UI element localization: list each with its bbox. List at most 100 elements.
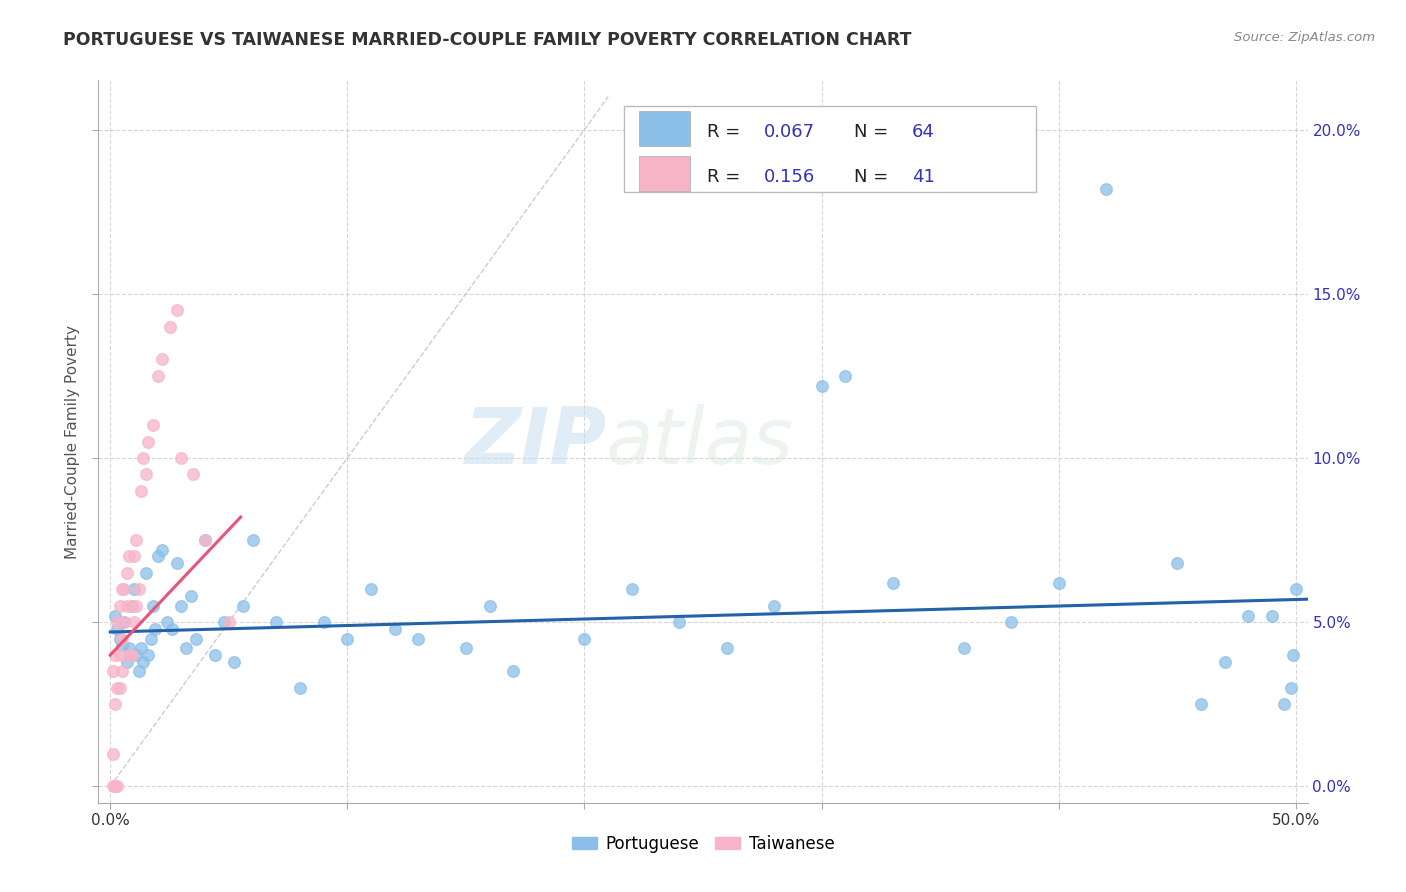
Point: [122, 615, 145, 630]
Point: [101, 665, 124, 679]
Point: [194, 533, 217, 547]
Text: PORTUGUESE VS TAIWANESE MARRIED-COUPLE FAMILY POVERTY CORRELATION CHART: PORTUGUESE VS TAIWANESE MARRIED-COUPLE F…: [63, 31, 911, 49]
Point: [194, 533, 217, 547]
Point: [716, 641, 738, 656]
Point: [882, 575, 904, 590]
Point: [184, 632, 207, 646]
Point: [128, 582, 150, 597]
Point: [105, 681, 128, 695]
Point: [478, 599, 501, 613]
Point: [108, 681, 131, 695]
Point: [115, 599, 138, 613]
Point: [142, 599, 165, 613]
Point: [454, 641, 477, 656]
Point: [170, 599, 193, 613]
Point: [1237, 608, 1260, 623]
Point: [142, 418, 165, 433]
Point: [1279, 681, 1302, 695]
Point: [111, 665, 134, 679]
Point: [1272, 698, 1295, 712]
Point: [101, 780, 124, 794]
Point: [574, 632, 596, 646]
Point: [160, 622, 183, 636]
Point: [170, 450, 193, 465]
Point: [105, 615, 128, 630]
Point: [152, 352, 174, 367]
Text: 0.156: 0.156: [763, 168, 814, 186]
Point: [114, 582, 136, 597]
Point: [121, 648, 143, 662]
Point: [166, 556, 188, 570]
Point: [115, 655, 138, 669]
Point: [125, 533, 148, 547]
Point: [668, 615, 690, 630]
Point: [118, 549, 141, 564]
Y-axis label: Married-Couple Family Poverty: Married-Couple Family Poverty: [65, 325, 80, 558]
Point: [104, 698, 127, 712]
Point: [111, 632, 134, 646]
Point: [132, 655, 155, 669]
Point: [129, 483, 152, 498]
Point: [108, 632, 131, 646]
Point: [129, 641, 152, 656]
Point: [312, 615, 335, 630]
Point: [1047, 575, 1070, 590]
Point: [408, 632, 430, 646]
Point: [620, 582, 643, 597]
Text: 64: 64: [912, 122, 935, 141]
Point: [204, 648, 226, 662]
Point: [115, 566, 138, 580]
Point: [111, 582, 134, 597]
Point: [114, 615, 136, 630]
Point: [502, 665, 524, 679]
Point: [135, 566, 157, 580]
Point: [121, 599, 143, 613]
Point: [136, 434, 159, 449]
Point: [143, 622, 166, 636]
Bar: [638, 156, 690, 191]
Point: [114, 615, 136, 630]
Point: [1282, 648, 1305, 662]
Point: [152, 542, 174, 557]
Point: [218, 615, 240, 630]
Point: [834, 368, 856, 383]
Point: [242, 533, 264, 547]
Point: [384, 622, 406, 636]
Point: [166, 303, 188, 318]
Point: [146, 368, 169, 383]
Point: [118, 648, 141, 662]
Text: R =: R =: [707, 122, 745, 141]
Point: [952, 641, 974, 656]
Point: [181, 467, 204, 482]
Point: [108, 648, 131, 662]
Point: [1000, 615, 1022, 630]
Point: [104, 780, 127, 794]
Point: [810, 378, 832, 392]
Point: [139, 632, 162, 646]
Point: [336, 632, 359, 646]
Text: atlas: atlas: [606, 403, 794, 480]
Point: [222, 655, 245, 669]
FancyBboxPatch shape: [624, 105, 1035, 193]
Point: [135, 467, 157, 482]
Text: N =: N =: [855, 122, 894, 141]
Point: [146, 549, 169, 564]
Point: [1285, 582, 1308, 597]
Point: [122, 582, 145, 597]
Point: [104, 648, 127, 662]
Point: [232, 599, 254, 613]
Point: [180, 589, 202, 603]
Point: [101, 747, 124, 761]
Point: [118, 641, 141, 656]
Point: [108, 599, 131, 613]
Point: [121, 599, 143, 613]
Point: [105, 780, 128, 794]
Point: [111, 638, 134, 652]
Text: Source: ZipAtlas.com: Source: ZipAtlas.com: [1234, 31, 1375, 45]
Point: [104, 608, 127, 623]
Point: [174, 641, 197, 656]
Point: [125, 599, 148, 613]
Text: ZIP: ZIP: [464, 403, 606, 480]
Point: [132, 450, 155, 465]
Point: [128, 665, 150, 679]
